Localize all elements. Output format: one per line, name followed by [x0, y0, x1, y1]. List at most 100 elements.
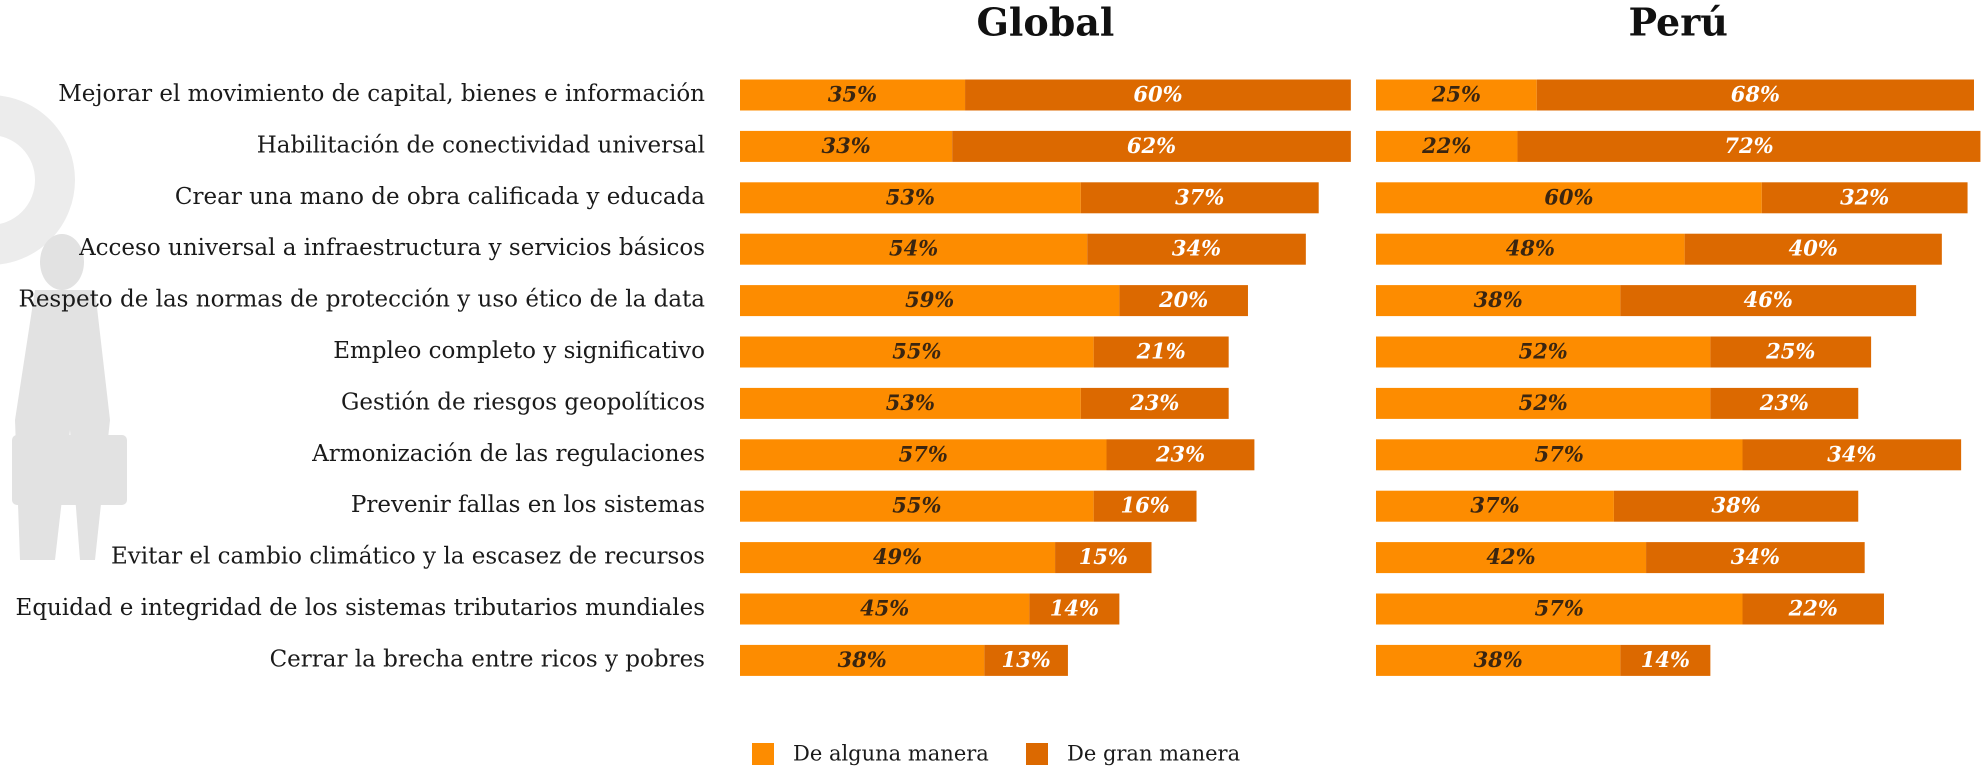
- bar-segment: [984, 644, 1068, 676]
- category-label: Evitar el cambio climático y la escasez …: [111, 544, 705, 570]
- bar-segment: [740, 644, 985, 676]
- legend-label: De alguna manera: [793, 742, 989, 766]
- bar-segment: [740, 593, 1030, 625]
- bar-segment: [740, 542, 1056, 574]
- value-label: 59%: [905, 287, 954, 312]
- chart-title: Perú: [1629, 0, 1728, 45]
- bar-segment: [1742, 593, 1884, 625]
- value-label: 60%: [1133, 82, 1182, 107]
- bar-segment: [1376, 387, 1711, 419]
- bar-segment: [1055, 542, 1152, 574]
- category-label: Equidad e integridad de los sistemas tri…: [16, 595, 705, 621]
- value-label: 57%: [1535, 441, 1584, 466]
- bar-segment: [1710, 336, 1872, 368]
- bar-segment: [1646, 542, 1865, 574]
- value-label: 37%: [1175, 184, 1224, 209]
- bar-segment: [740, 490, 1094, 522]
- bar-segment: [1620, 644, 1711, 676]
- category-label: Empleo completo y significativo: [333, 338, 705, 364]
- value-label: 23%: [1155, 441, 1205, 466]
- value-label: 34%: [1731, 544, 1780, 569]
- value-label: 34%: [1827, 441, 1876, 466]
- bar-segment: [1742, 439, 1962, 471]
- value-label: 57%: [899, 441, 948, 466]
- bar-segment: [1087, 233, 1306, 265]
- value-label: 23%: [1129, 390, 1179, 415]
- bar-segment: [740, 182, 1081, 214]
- value-label: 52%: [1519, 390, 1568, 415]
- value-label: 38%: [1474, 647, 1523, 672]
- bar-segment: [1761, 182, 1968, 214]
- value-label: 49%: [873, 544, 922, 569]
- value-label: 54%: [889, 236, 938, 261]
- bar-segment: [1376, 439, 1743, 471]
- value-label: 45%: [860, 596, 909, 621]
- value-label: 62%: [1127, 133, 1176, 158]
- category-label: Respeto de las normas de protección y us…: [19, 287, 706, 313]
- bar-segment: [1376, 644, 1621, 676]
- bar-segment: [1710, 387, 1859, 419]
- bar-segment: [740, 439, 1107, 471]
- bar-segment: [1029, 593, 1120, 625]
- bar-segment: [1080, 182, 1319, 214]
- bar-segment: [1620, 285, 1917, 317]
- category-label: Crear una mano de obra calificada y educ…: [175, 184, 705, 210]
- bar-segment: [740, 336, 1094, 368]
- value-label: 25%: [1431, 82, 1481, 107]
- value-label: 22%: [1421, 133, 1471, 158]
- value-label: 15%: [1079, 544, 1128, 569]
- value-label: 48%: [1506, 236, 1555, 261]
- bar-segment: [1376, 285, 1621, 317]
- bar-segment: [1093, 490, 1197, 522]
- value-label: 23%: [1759, 390, 1809, 415]
- bar-segment: [1376, 542, 1647, 574]
- bar-segment: [1093, 336, 1229, 368]
- legend-swatch: [752, 743, 774, 765]
- value-label: 53%: [886, 390, 935, 415]
- category-label: Gestión de riesgos geopolíticos: [341, 389, 705, 415]
- legend-swatch: [1026, 743, 1048, 765]
- value-label: 72%: [1724, 133, 1773, 158]
- value-label: 68%: [1731, 82, 1780, 107]
- bar-segment: [740, 79, 966, 111]
- category-label: Habilitación de conectividad universal: [257, 132, 705, 158]
- value-label: 35%: [828, 82, 877, 107]
- value-label: 32%: [1840, 184, 1889, 209]
- value-label: 55%: [892, 493, 941, 518]
- bar-segment: [1376, 130, 1518, 162]
- value-label: 46%: [1744, 287, 1793, 312]
- bar-segment: [1613, 490, 1859, 522]
- bar-segment: [1106, 439, 1255, 471]
- bar-segment: [965, 79, 1351, 111]
- bar-segment: [740, 130, 953, 162]
- value-label: 22%: [1788, 596, 1838, 621]
- value-label: 38%: [1474, 287, 1523, 312]
- bar-segment: [1536, 79, 1974, 111]
- value-label: 38%: [1711, 493, 1760, 518]
- bar-segment: [1080, 387, 1229, 419]
- bar-segment: [1376, 593, 1743, 625]
- category-label: Acceso universal a infraestructura y ser…: [78, 235, 705, 261]
- category-label: Armonización de las regulaciones: [311, 441, 705, 467]
- legend-label: De gran manera: [1067, 742, 1240, 766]
- value-label: 57%: [1535, 596, 1584, 621]
- chart-title: Global: [976, 0, 1114, 45]
- category-label: Prevenir fallas en los sistemas: [351, 492, 705, 518]
- value-label: 34%: [1172, 236, 1221, 261]
- value-label: 25%: [1765, 339, 1815, 364]
- bar-segment: [1376, 336, 1711, 368]
- category-label: Cerrar la brecha entre ricos y pobres: [270, 646, 705, 672]
- bar-segment: [740, 233, 1088, 265]
- silhouette: [0, 95, 127, 560]
- value-label: 60%: [1544, 184, 1593, 209]
- value-label: 42%: [1486, 544, 1535, 569]
- value-label: 20%: [1158, 287, 1208, 312]
- value-label: 53%: [886, 184, 935, 209]
- value-label: 52%: [1519, 339, 1568, 364]
- value-label: 33%: [822, 133, 871, 158]
- bar-segment: [1517, 130, 1981, 162]
- value-label: 38%: [838, 647, 887, 672]
- bar-segment: [740, 285, 1120, 317]
- bar-segment: [1376, 490, 1614, 522]
